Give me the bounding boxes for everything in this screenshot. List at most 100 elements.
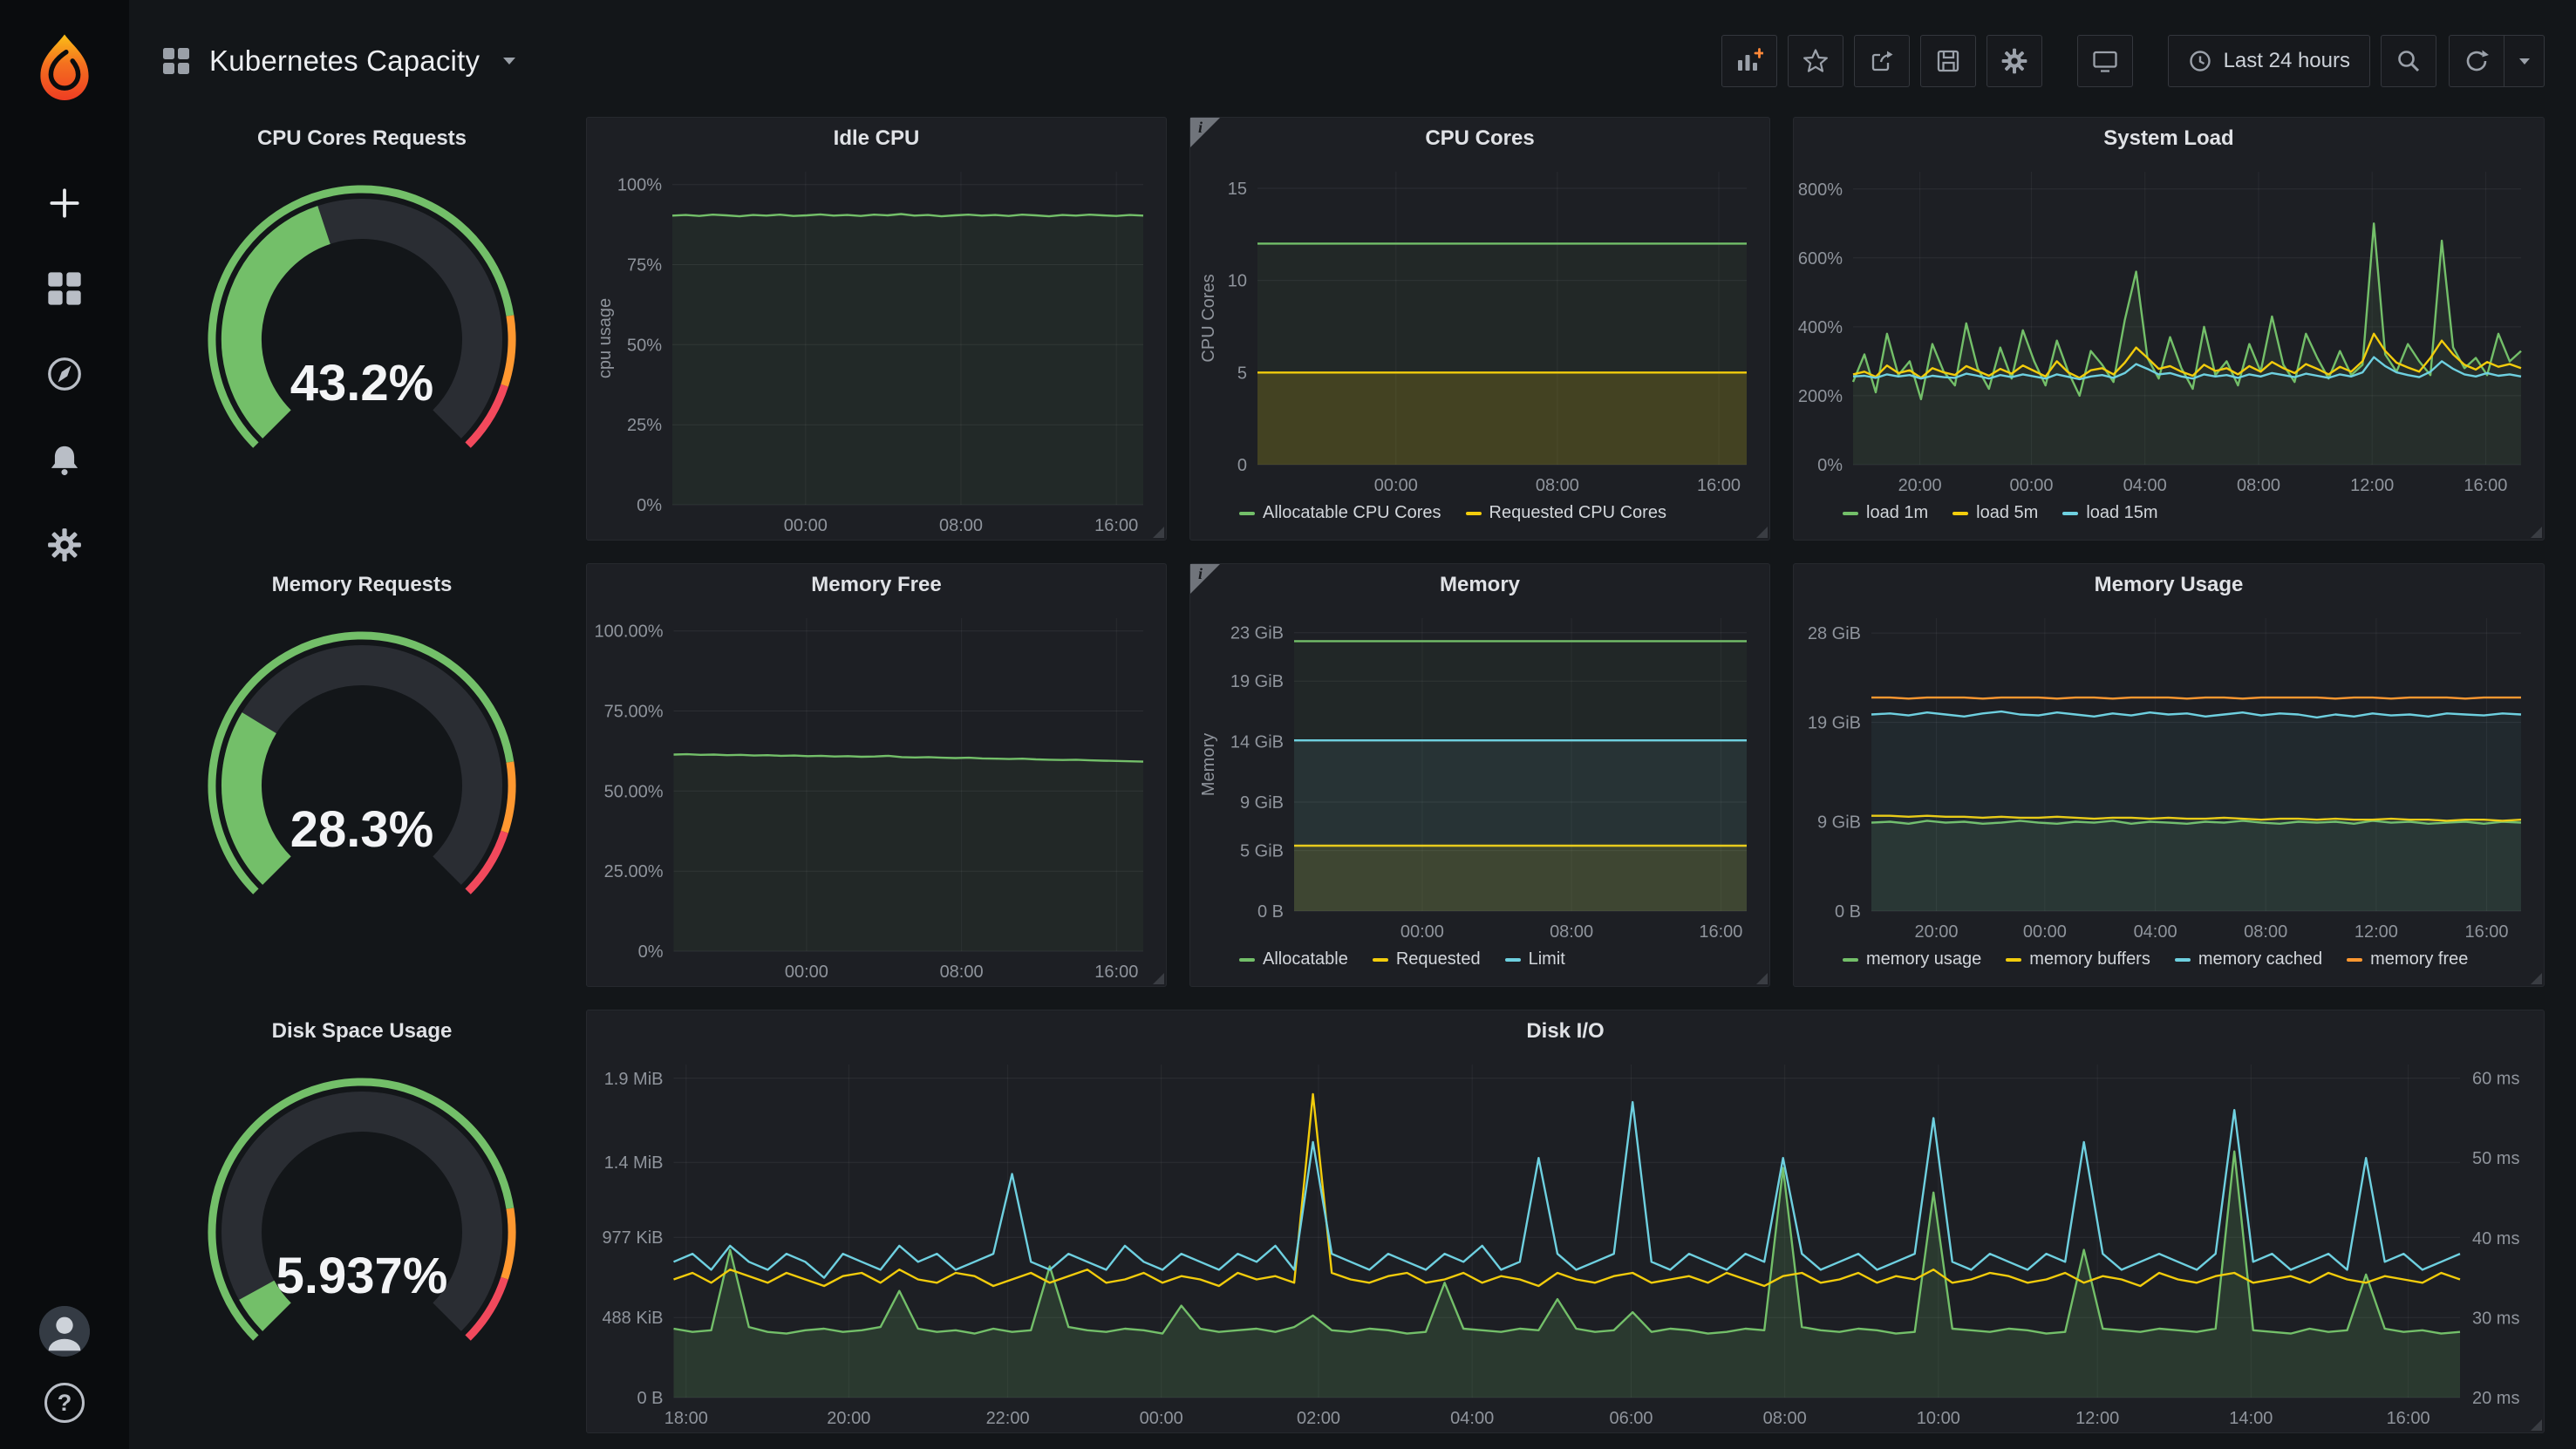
legend-item-load-1m[interactable]: load 1m xyxy=(1843,503,1928,523)
svg-text:28.3%: 28.3% xyxy=(290,801,433,858)
svg-text:9 GiB: 9 GiB xyxy=(1817,813,1861,833)
legend-label: memory cached xyxy=(2198,949,2323,969)
legend-color-swatch xyxy=(1239,957,1255,962)
navbar-right: Last 24 hours xyxy=(1721,35,2545,87)
plus-icon[interactable] xyxy=(46,185,83,221)
svg-text:0%: 0% xyxy=(1817,456,1843,475)
svg-text:1.9 MiB: 1.9 MiB xyxy=(604,1070,664,1089)
legend-item-limit[interactable]: Limit xyxy=(1504,949,1565,969)
alerting-bell-icon[interactable] xyxy=(46,441,83,478)
panel-title[interactable]: CPU Cores Requests xyxy=(256,126,467,150)
dashboard-title[interactable]: Kubernetes Capacity xyxy=(209,44,480,77)
svg-text:50 ms: 50 ms xyxy=(2472,1149,2519,1168)
dashboard-squares-icon[interactable] xyxy=(160,45,192,77)
svg-text:75%: 75% xyxy=(627,256,662,276)
chart-cpu-cores[interactable]: 0 5 10 15 00:00 08:00 16:00 CPU Cores xyxy=(1190,160,1769,500)
panel-title[interactable]: Idle CPU xyxy=(833,126,920,150)
save-icon-button[interactable] xyxy=(1919,35,1976,87)
svg-text:00:00: 00:00 xyxy=(2023,922,2067,942)
time-range-label: Last 24 hours xyxy=(2223,49,2350,72)
star-icon-button[interactable] xyxy=(1787,35,1843,87)
panel-info-label[interactable]: i xyxy=(1198,119,1203,136)
time-range-picker-button[interactable]: Last 24 hours xyxy=(2167,35,2370,87)
panel-info-icon[interactable] xyxy=(1190,564,1220,594)
panel-resize-handle[interactable] xyxy=(2531,1419,2542,1431)
svg-text:22:00: 22:00 xyxy=(986,1409,1030,1428)
legend-item-memory-usage[interactable]: memory usage xyxy=(1843,949,1981,969)
svg-text:08:00: 08:00 xyxy=(2237,476,2280,495)
svg-text:10:00: 10:00 xyxy=(1917,1409,1960,1428)
help-icon[interactable]: ? xyxy=(44,1383,85,1423)
svg-text:16:00: 16:00 xyxy=(2387,1409,2430,1428)
panel-info-label[interactable]: i xyxy=(1198,565,1203,582)
share-icon-button[interactable] xyxy=(1853,35,1910,87)
svg-text:08:00: 08:00 xyxy=(1536,476,1579,495)
cycle-view-mode-button[interactable] xyxy=(2076,35,2133,87)
legend-item-requested-cpu-cores[interactable]: Requested CPU Cores xyxy=(1465,503,1666,523)
gauge-memory-requests[interactable]: 28.3% xyxy=(161,606,562,986)
panel-resize-handle[interactable] xyxy=(1153,973,1164,984)
chart-system-load[interactable]: 0% 200% 400% 600% 800% 20:00 00:00 04:00 08:00 12… xyxy=(1794,160,2544,500)
panel-resize-handle[interactable] xyxy=(2531,973,2542,984)
sidebar-nav xyxy=(46,185,83,563)
chart-memory[interactable]: 0 B 5 GiB 9 GiB 14 GiB 19 GiB 23 GiB 00:00 08:0… xyxy=(1190,606,1769,946)
settings-gear-icon-button[interactable] xyxy=(1986,35,2042,87)
legend-item-memory-free[interactable]: memory free xyxy=(2347,949,2468,969)
legend-label: Requested xyxy=(1395,949,1481,969)
legend-item-allocatable-cpu-cores[interactable]: Allocatable CPU Cores xyxy=(1239,503,1441,523)
chart-disk-io[interactable]: 0 B 488 KiB 977 KiB 1.4 MiB 1.9 MiB 18:00 20:0… xyxy=(587,1052,2544,1432)
panel-resize-handle[interactable] xyxy=(1756,973,1768,984)
legend-item-load-5m[interactable]: load 5m xyxy=(1952,503,2038,523)
legend-label: Allocatable CPU Cores xyxy=(1263,503,1441,522)
chart-idle-cpu[interactable]: 0% 25% 50% 75% 100% 00:00 08:00 16:00 cpu usage xyxy=(587,160,1166,540)
svg-text:19 GiB: 19 GiB xyxy=(1230,672,1284,691)
panel-resize-handle[interactable] xyxy=(1756,527,1768,538)
chart-memory-free[interactable]: 0% 25.00% 50.00% 75.00% 100.00% 00:00 08:00 16:… xyxy=(587,606,1166,986)
grafana-logo-icon[interactable] xyxy=(24,30,105,110)
panel-title[interactable]: Memory Usage xyxy=(2094,573,2244,596)
panel-resize-handle[interactable] xyxy=(1153,527,1164,538)
gauge-cpu-cores-requests[interactable]: 43.2% xyxy=(161,160,562,540)
svg-text:9 GiB: 9 GiB xyxy=(1240,793,1284,813)
svg-text:20:00: 20:00 xyxy=(1898,476,1942,495)
zoom-out-icon-button[interactable] xyxy=(2381,35,2436,87)
svg-text:04:00: 04:00 xyxy=(1450,1409,1494,1428)
refresh-interval-caret-button[interactable] xyxy=(2504,35,2545,87)
panel-title[interactable]: Disk Space Usage xyxy=(271,1019,453,1043)
panel-title[interactable]: Memory Requests xyxy=(271,573,453,596)
panel-title[interactable]: CPU Cores xyxy=(1425,126,1535,150)
legend-item-allocatable[interactable]: Allocatable xyxy=(1239,949,1348,969)
dashboards-grid-icon[interactable] xyxy=(46,270,83,307)
svg-text:50.00%: 50.00% xyxy=(604,782,664,801)
legend-item-memory-cached[interactable]: memory cached xyxy=(2174,949,2323,969)
legend-item-load-15m[interactable]: load 15m xyxy=(2062,503,2158,523)
refresh-icon-button[interactable] xyxy=(2449,35,2504,87)
chevron-down-icon[interactable] xyxy=(502,57,516,65)
panel-resize-handle[interactable] xyxy=(2531,527,2542,538)
panel-title[interactable]: Memory xyxy=(1439,573,1521,596)
svg-text:00:00: 00:00 xyxy=(1400,922,1444,942)
legend-item-memory-buffers[interactable]: memory buffers xyxy=(2006,949,2150,969)
panel-title[interactable]: Disk I/O xyxy=(1526,1019,1605,1043)
svg-text:0 B: 0 B xyxy=(1835,902,1861,922)
panel-disk-io: Disk I/O 0 B 488 KiB 977 KiB 1.4 MiB 1.9 MiB… xyxy=(586,1010,2545,1433)
svg-text:08:00: 08:00 xyxy=(940,963,984,982)
svg-text:02:00: 02:00 xyxy=(1297,1409,1340,1428)
user-avatar[interactable] xyxy=(39,1306,90,1357)
panel-title[interactable]: Memory Free xyxy=(811,573,942,596)
panel-info-icon[interactable] xyxy=(1190,118,1220,147)
svg-text:08:00: 08:00 xyxy=(1763,1409,1807,1428)
panel-memory-usage: Memory Usage 0 B 9 GiB 19 GiB 28 GiB 20:00 00… xyxy=(1793,563,2545,987)
svg-text:100.00%: 100.00% xyxy=(595,622,664,642)
panel-title[interactable]: System Load xyxy=(2103,126,2234,150)
legend-item-requested[interactable]: Requested xyxy=(1372,949,1481,969)
svg-text:00:00: 00:00 xyxy=(2009,476,2053,495)
explore-compass-icon[interactable] xyxy=(46,356,83,392)
gauge-disk-space-usage[interactable]: 5.937% xyxy=(161,1052,562,1432)
svg-text:0 B: 0 B xyxy=(1257,902,1284,922)
chart-memory-usage[interactable]: 0 B 9 GiB 19 GiB 28 GiB 20:00 00:00 04:00 08:00… xyxy=(1794,606,2544,946)
configuration-gear-icon[interactable] xyxy=(46,527,83,563)
svg-text:16:00: 16:00 xyxy=(2464,922,2508,942)
add-panel-button[interactable] xyxy=(1721,35,1777,87)
svg-text:60 ms: 60 ms xyxy=(2472,1070,2519,1089)
